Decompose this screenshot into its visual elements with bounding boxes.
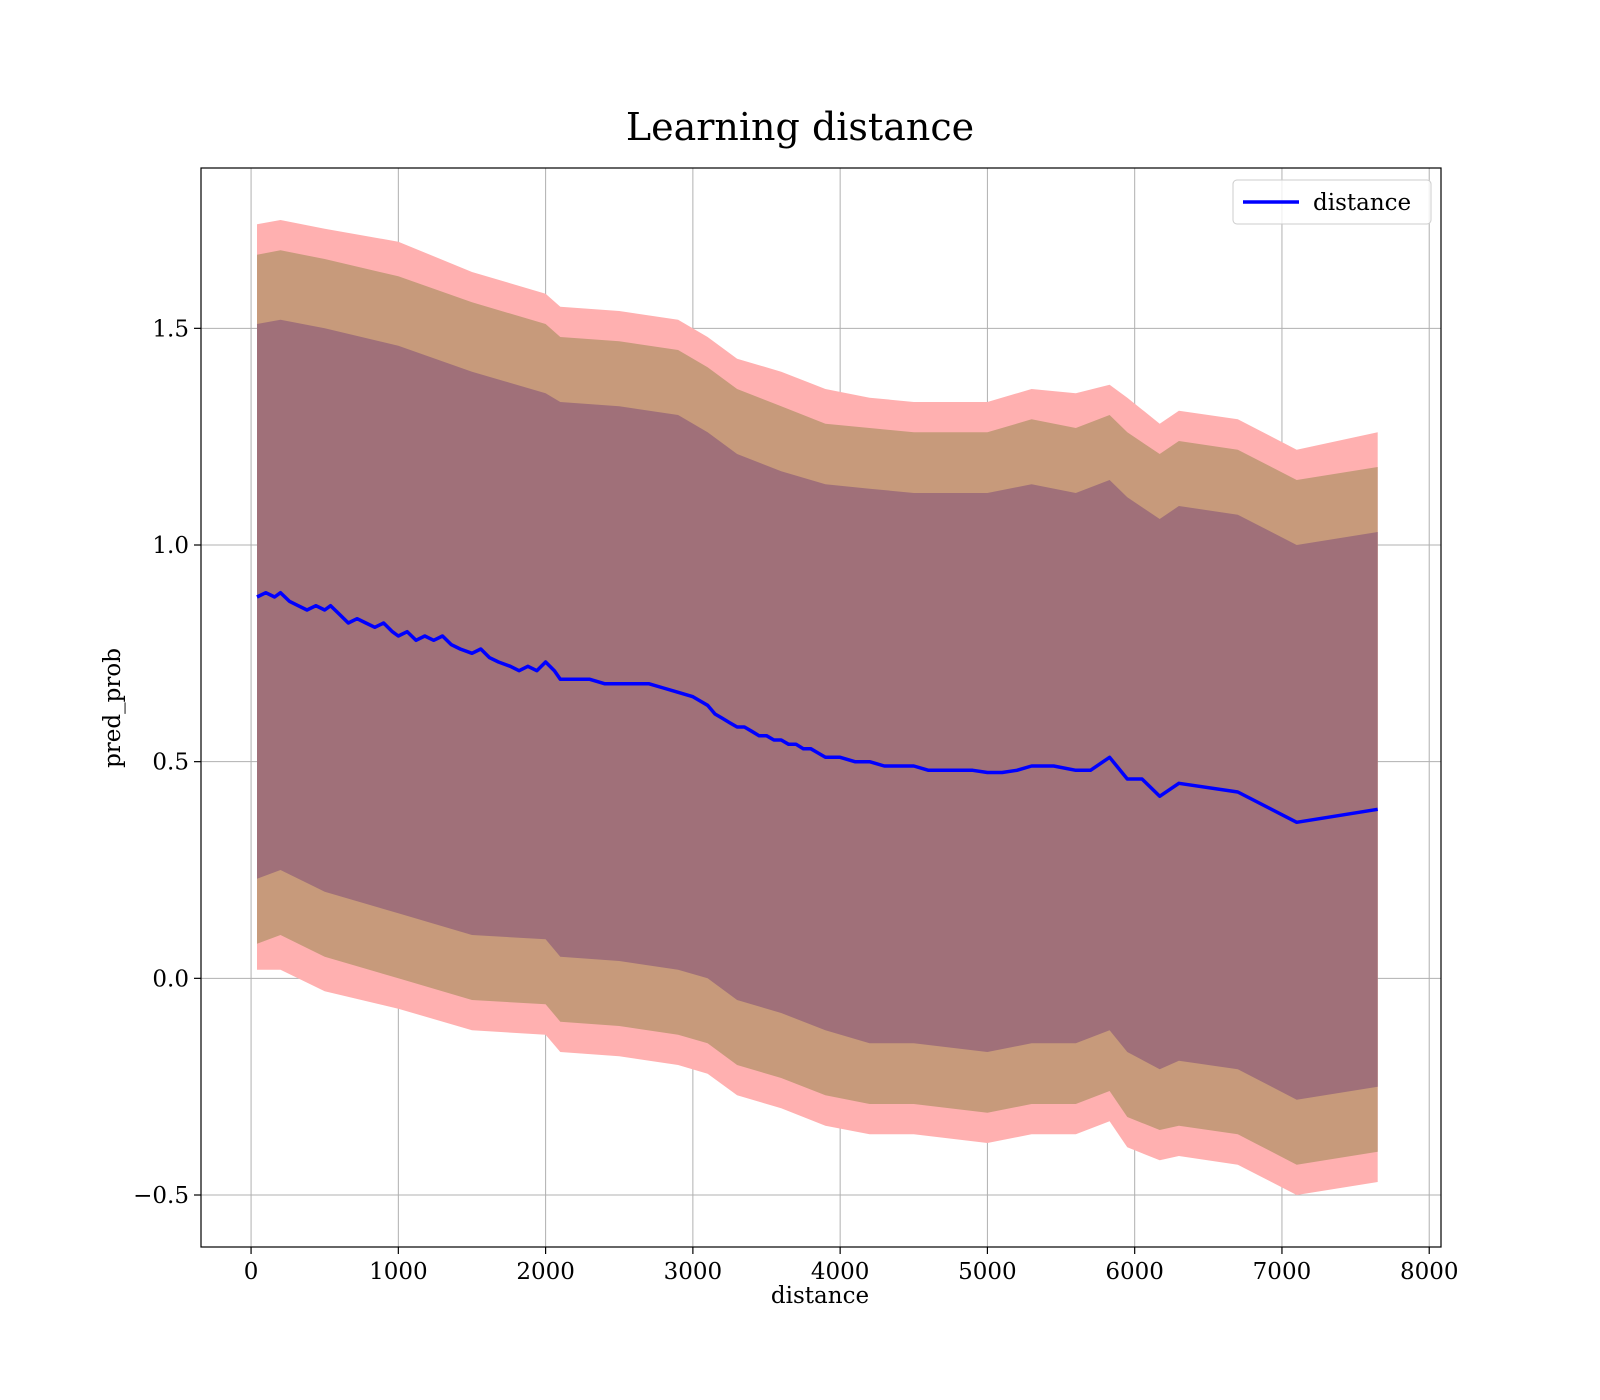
chart-title: Learning distance — [626, 105, 974, 149]
y-tick-label-0: −0.5 — [133, 1183, 189, 1209]
x-axis-label: distance — [771, 1283, 869, 1309]
tick-group: 0 1000 2000 3000 4000 5000 6000 7000 8000 −0.5 0.0… — [133, 316, 1458, 1285]
axes-frame — [200, 167, 1442, 1248]
y-axis-label: pred_prob — [100, 648, 126, 768]
y-tick-label-1: 0.0 — [152, 966, 189, 992]
x-tick-label-4: 4000 — [811, 1259, 870, 1285]
x-tick-label-0: 0 — [244, 1259, 259, 1285]
x-tick-label-7: 7000 — [1253, 1259, 1312, 1285]
band-inner — [257, 319, 1378, 1100]
legend-label-distance: distance — [1313, 190, 1411, 216]
x-tick-label-5: 5000 — [958, 1259, 1017, 1285]
legend: distance — [1232, 179, 1432, 225]
series-group — [256, 220, 1378, 1195]
x-tick-label-2: 2000 — [516, 1259, 575, 1285]
series-line-distance — [256, 590, 1378, 825]
x-tick-label-1: 1000 — [369, 1259, 428, 1285]
legend-box — [1232, 179, 1432, 225]
y-tick-label-3: 1.0 — [152, 533, 189, 559]
x-tick-label-6: 6000 — [1105, 1259, 1164, 1285]
plot-area: 0 1000 2000 3000 4000 5000 6000 7000 8000 −0.5 0.0… — [133, 167, 1458, 1285]
y-tick-label-2: 0.5 — [152, 750, 189, 776]
x-tick-label-3: 3000 — [664, 1259, 723, 1285]
y-tick-label-4: 1.5 — [152, 316, 189, 342]
x-tick-label-8: 8000 — [1400, 1259, 1459, 1285]
